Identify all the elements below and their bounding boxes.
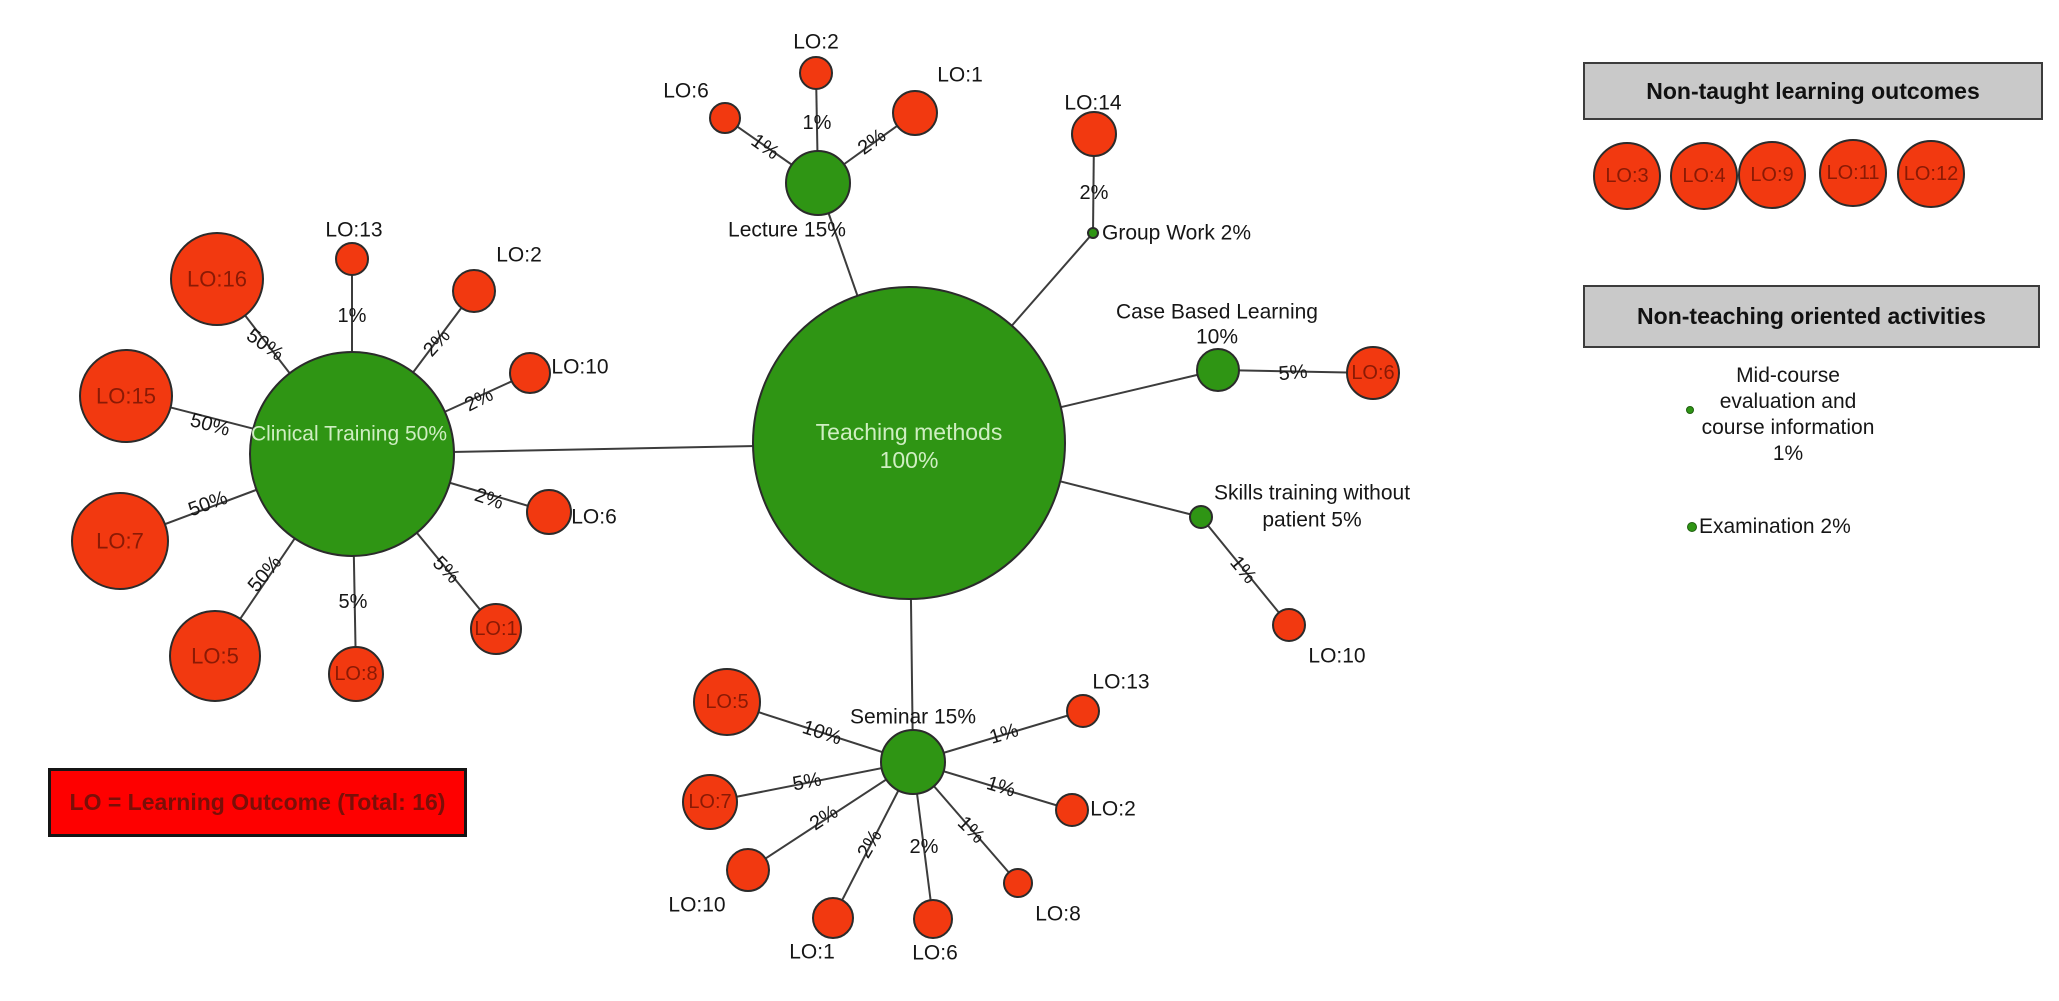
hub-label-skills-line2: patient 5% [1262,509,1361,532]
label-seminar-lo8: LO:8 [1035,903,1081,926]
hub-seminar [880,729,946,795]
label-clinical-lo16: LO:16 [187,267,247,292]
satellite-lecture-lo1 [892,90,938,136]
hub-lecture [785,150,851,216]
edge-label-seminar-lo1: 2% [853,826,887,862]
hub-label-skills-line1: Skills training without [1214,482,1410,505]
hub-label-cbl-line1: Case Based Learning [1116,301,1318,324]
hub-label-clinical: Clinical Training 50% [251,423,447,446]
label-seminar-lo2: LO:2 [1090,798,1136,821]
edge-label-seminar-lo7: 5% [791,768,824,795]
label-clinical-lo7: LO:7 [96,529,144,554]
edge-label-clinical-lo5: 50% [244,551,287,596]
legend-circle-lo3 [1593,142,1661,210]
label-clinical-lo15: LO:15 [96,384,156,409]
edge-label-clinical-lo13: 1% [338,305,367,327]
edge-label-clinical-lo6: 2% [472,484,507,514]
edge-label-seminar-lo10: 2% [806,801,842,835]
hub-groupwork [1087,227,1099,239]
satellite-clinical-lo7 [71,492,169,590]
satellite-cbl-lo6 [1346,346,1400,400]
hub-teaching [752,286,1066,600]
hub-label-cbl-line2: 10% [1196,326,1238,349]
hub-skills [1189,505,1213,529]
label-groupwork-lo14: LO:14 [1064,92,1122,115]
edge-label-seminar-lo6: 2% [910,836,939,858]
edge-seminar-lo7 [709,761,914,803]
label-lecture-lo2: LO:2 [793,31,839,54]
satellite-seminar-lo7 [682,774,738,830]
satellite-seminar-lo8 [1003,868,1033,898]
edge-label-clinical-lo7: 50% [185,487,230,521]
satellite-clinical-lo6 [526,489,572,535]
label-clinical-lo6: LO:6 [571,506,617,529]
edge-label-cbl-lo6: 5% [1278,361,1309,385]
satellite-clinical-lo15 [79,349,173,443]
satellite-clinical-lo16 [170,232,264,326]
label-clinical-lo2: LO:2 [496,244,542,267]
legend-circle-label-lo12: LO:12 [1904,163,1958,185]
satellite-seminar-lo1 [812,897,854,939]
hub-label-groupwork: Group Work 2% [1102,222,1251,245]
edge-label-seminar-lo13: 1% [987,719,1021,749]
label-seminar-lo5: LO:5 [705,691,748,713]
legend-circle-label-lo3: LO:3 [1605,165,1648,187]
label-clinical-lo5: LO:5 [191,644,239,669]
legend-circle-label-lo11: LO:11 [1827,162,1880,184]
edge-label-lecture-lo6: 1% [747,130,783,165]
hub-label-lecture: Lecture 15% [728,219,846,242]
legend-circle-lo4 [1670,142,1738,210]
satellite-clinical-lo8 [328,646,384,702]
legend-circle-lo12 [1897,140,1965,208]
hub-label-teaching-line1: Teaching methods [816,419,1003,445]
label-clinical-lo10: LO:10 [551,356,608,379]
hub-label-seminar: Seminar 15% [850,706,976,729]
satellite-seminar-lo10 [726,848,770,892]
satellite-groupwork-lo14 [1071,111,1117,157]
edge-label-clinical-lo8: 5% [339,591,368,613]
satellite-seminar-lo2 [1055,793,1089,827]
satellite-clinical-lo1 [470,603,522,655]
label-clinical-lo13: LO:13 [325,219,382,242]
legend-circle-lo11 [1819,139,1887,207]
satellite-clinical-lo13 [335,242,369,276]
label-seminar-lo13: LO:13 [1092,671,1149,694]
satellite-clinical-lo5 [169,610,261,702]
satellite-lecture-lo2 [799,56,833,90]
satellite-lecture-lo6 [709,102,741,134]
edge-label-clinical-lo15: 50% [188,409,233,441]
label-lecture-lo1: LO:1 [937,64,983,87]
satellite-clinical-lo2 [452,269,496,313]
label-cbl-lo6: LO:6 [1351,362,1394,384]
hub-cbl [1196,348,1240,392]
edge-label-seminar-lo5: 10% [800,716,845,749]
satellite-skills-lo10 [1272,608,1306,642]
legend-circle-label-lo9: LO:9 [1750,164,1793,186]
legend-circle-label-lo4: LO:4 [1682,165,1725,187]
satellite-clinical-lo10 [509,352,551,394]
edge-label-seminar-lo2: 1% [984,772,1018,802]
satellite-seminar-lo13 [1066,694,1100,728]
label-lecture-lo6: LO:6 [663,80,709,103]
label-seminar-lo6: LO:6 [912,942,958,965]
label-seminar-lo10: LO:10 [668,894,725,917]
edge-label-clinical-lo16: 50% [242,325,288,366]
edge-label-groupwork-lo14: 2% [1080,182,1109,204]
edge-label-clinical-lo10: 2% [461,384,497,417]
label-seminar-lo7: LO:7 [688,791,731,813]
edge-label-lecture-lo2: 1% [803,112,832,134]
label-skills-lo10: LO:10 [1308,645,1365,668]
satellite-seminar-lo5 [693,668,761,736]
hub-label-teaching-line2: 100% [880,447,939,473]
label-clinical-lo1: LO:1 [474,618,517,640]
satellite-seminar-lo6 [913,899,953,939]
label-seminar-lo1: LO:1 [789,941,835,964]
edge-skills-lo10 [1200,516,1290,626]
legend-circle-lo9 [1738,141,1806,209]
hub-clinical [249,351,455,557]
label-clinical-lo8: LO:8 [334,663,377,685]
